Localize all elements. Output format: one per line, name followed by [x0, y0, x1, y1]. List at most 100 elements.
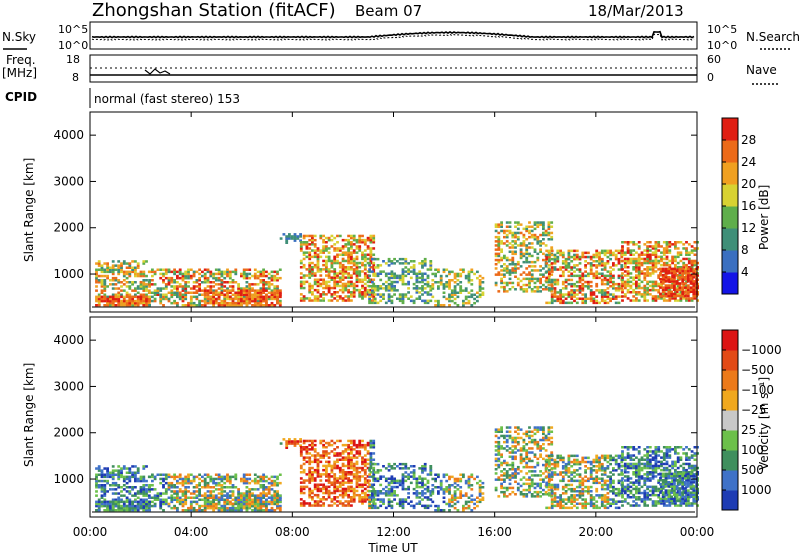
power-echo-cell	[209, 274, 213, 278]
velocity-echo-cell	[426, 496, 430, 499]
velocity-echo-cell	[220, 488, 224, 491]
power-echo-cell	[330, 299, 334, 302]
power-echo-cell	[412, 260, 416, 263]
power-echo-cell	[581, 278, 585, 282]
power-echo-cell	[376, 264, 380, 267]
power-echo-cell	[654, 295, 658, 298]
power-echo-cell	[316, 268, 320, 271]
power-echo-cell	[273, 291, 277, 294]
power-echo-cell	[690, 263, 694, 267]
velocity-echo-cell	[387, 490, 391, 493]
power-echo-cell	[646, 291, 649, 294]
velocity-echo-cell	[338, 471, 342, 474]
velocity-echo-cell	[467, 479, 471, 483]
power-echo-cell	[369, 288, 373, 292]
power-echo-cell	[508, 229, 512, 233]
velocity-echo-cell	[103, 490, 107, 493]
velocity-echo-cell	[122, 509, 126, 512]
power-echo-cell	[657, 288, 661, 292]
power-echo-cell	[617, 260, 621, 263]
power-echo-cell	[122, 299, 126, 303]
velocity-echo-cell	[355, 479, 359, 482]
power-echo-cell	[693, 253, 697, 256]
power-echo-cell	[311, 234, 314, 238]
power-echo-cell	[648, 266, 652, 269]
power-echo-cell	[206, 268, 210, 271]
velocity-echo-cell	[407, 475, 410, 478]
velocity-echo-cell	[178, 473, 182, 476]
velocity-echo-cell	[316, 475, 320, 478]
velocity-echo-cell	[338, 485, 342, 489]
velocity-echo-cell	[265, 500, 268, 504]
power-echo-cell	[423, 301, 427, 305]
freq-tick-high: 18	[66, 53, 80, 66]
range-tick-label: 3000	[53, 174, 84, 188]
power-echo-cell	[494, 223, 498, 226]
power-echo-cell	[553, 280, 557, 284]
velocity-echo-cell	[159, 504, 163, 508]
velocity-echo-cell	[170, 498, 174, 501]
velocity-echo-cell	[125, 467, 129, 470]
power-echo-cell	[646, 286, 649, 290]
power-echo-cell	[125, 295, 129, 299]
velocity-echo-cell	[325, 454, 328, 457]
power-echo-cell	[429, 299, 433, 303]
power-echo-cell	[201, 274, 204, 278]
power-echo-cell	[273, 304, 277, 307]
velocity-echo-cell	[361, 485, 364, 489]
power-echo-cell	[522, 254, 526, 258]
velocity-echo-cell	[234, 475, 238, 479]
power-echo-cell	[371, 287, 374, 290]
velocity-echo-cell	[145, 494, 148, 497]
power-echo-cell	[617, 249, 621, 253]
velocity-echo-cell	[139, 504, 143, 508]
noise-search-trace	[91, 33, 695, 41]
velocity-echo-cell	[467, 484, 471, 487]
power-echo-cell	[139, 283, 143, 286]
power-echo-cell	[629, 261, 633, 265]
velocity-echo-cell	[347, 489, 350, 493]
power-echo-cell	[595, 264, 599, 267]
power-echo-cell	[561, 270, 565, 273]
power-echo-cell	[637, 241, 641, 244]
power-echo-cell	[514, 240, 517, 243]
velocity-echo-cell	[223, 481, 227, 485]
power-echo-cell	[646, 274, 649, 277]
velocity-echo-cell	[448, 475, 451, 479]
velocity-echo-cell	[363, 493, 367, 497]
velocity-echo-cell	[237, 496, 240, 499]
power-echo-cell	[176, 285, 179, 288]
power-echo-cell	[122, 262, 126, 265]
power-echo-cell	[692, 273, 696, 277]
velocity-echo-cell	[181, 490, 185, 493]
velocity-echo-cell	[302, 462, 306, 466]
power-echo-cell	[352, 268, 356, 271]
velocity-echo-cell	[347, 500, 350, 503]
power-echo-cell	[327, 280, 331, 284]
power-echo-cell	[651, 253, 655, 256]
power-echo-cell	[369, 238, 373, 242]
power-echo-cell	[358, 249, 362, 252]
power-echo-cell	[542, 258, 545, 262]
power-echo-cell	[643, 291, 647, 294]
velocity-echo-cell	[248, 496, 252, 499]
power-echo-cell	[525, 246, 529, 249]
velocity-echo-cell	[136, 502, 140, 506]
power-echo-cell	[497, 271, 501, 274]
velocity-echo-cell	[361, 502, 364, 505]
power-echo-cell	[203, 279, 207, 282]
power-echo-cell	[678, 294, 682, 298]
power-echo-cell	[184, 297, 188, 301]
velocity-echo-cell	[412, 471, 416, 474]
velocity-echo-cell	[313, 468, 317, 472]
velocity-echo-cell	[253, 504, 257, 508]
power-echo-cell	[467, 274, 471, 278]
power-echo-cell	[429, 264, 433, 267]
power-echo-cell	[262, 291, 265, 294]
power-echo-cell	[302, 251, 306, 254]
velocity-echo-cell	[153, 498, 157, 501]
power-echo-cell	[136, 295, 140, 299]
velocity-echo-cell	[341, 443, 345, 447]
velocity-echo-cell	[355, 475, 359, 478]
power-echo-cell	[503, 263, 506, 266]
